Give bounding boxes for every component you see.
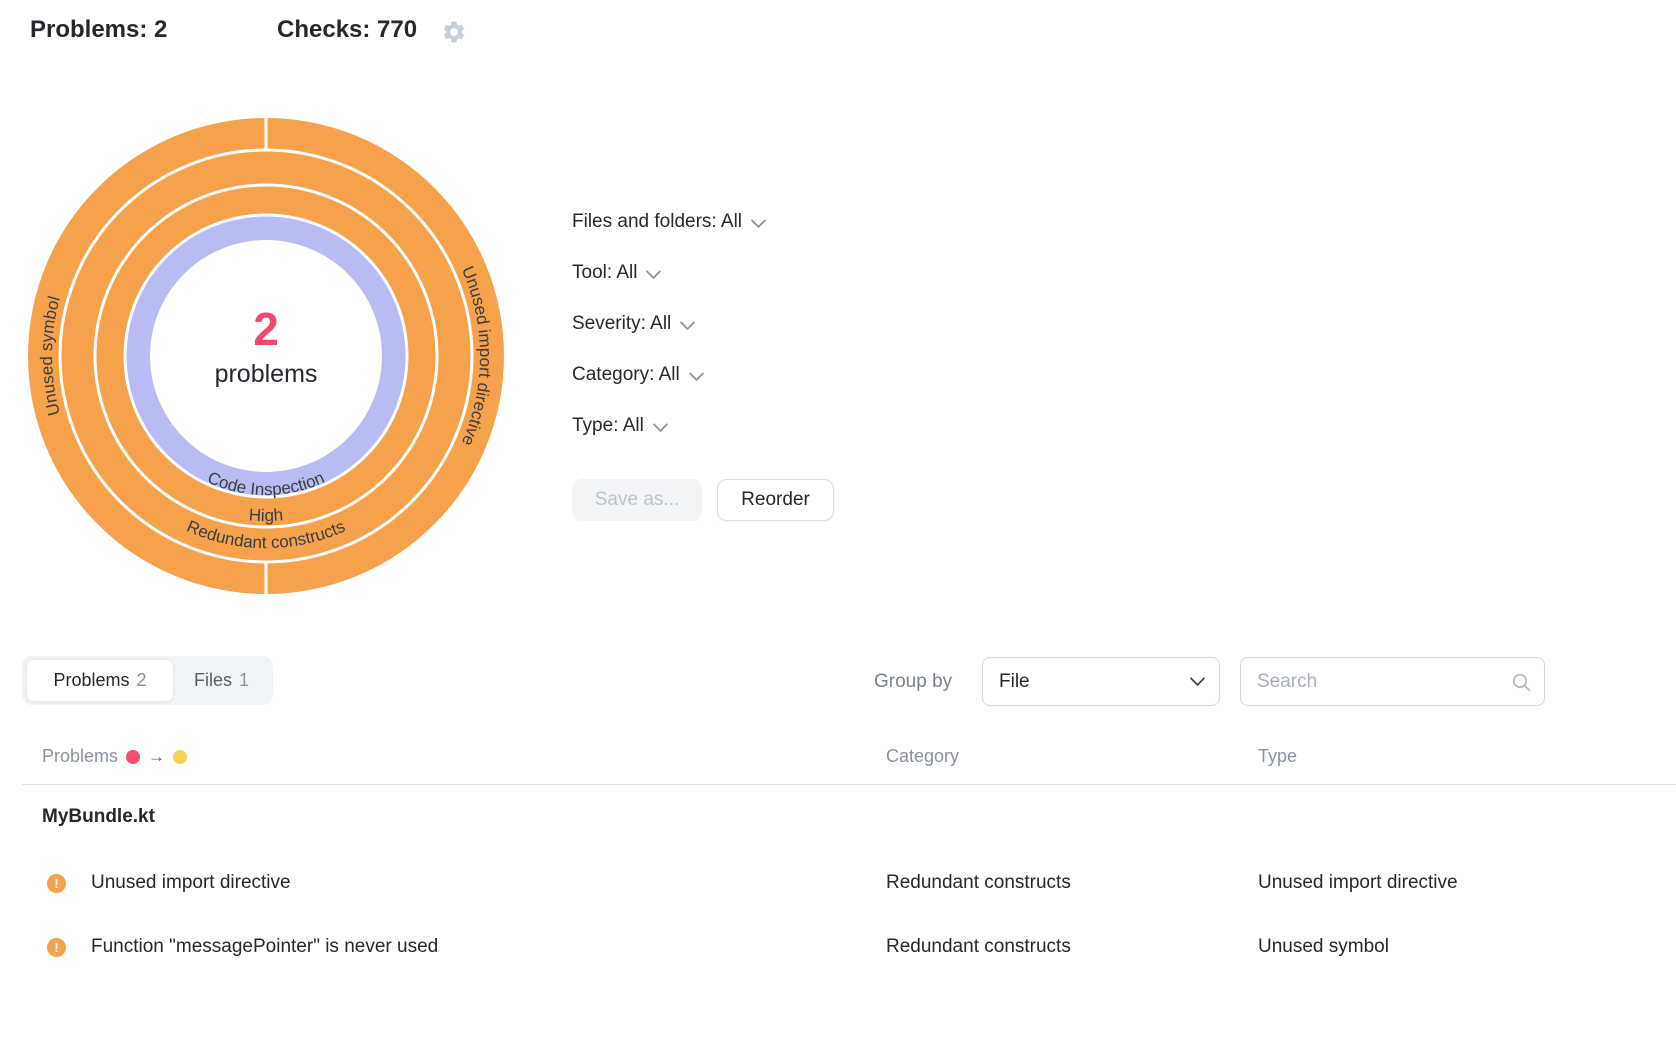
sunburst-tool-ring[interactable] <box>125 215 407 497</box>
tab-files[interactable]: Files 1 <box>193 670 250 690</box>
sunburst-center <box>150 240 382 472</box>
filter-tool[interactable]: Tool: All <box>572 262 662 284</box>
problem-category: Redundant constructs <box>886 936 1071 957</box>
filter-type[interactable]: Type: All <box>572 415 669 437</box>
chevron-down-icon <box>646 263 662 279</box>
warning-exclamation-icon: ! <box>47 938 66 957</box>
save-as-button[interactable]: Save as... <box>572 479 702 521</box>
tab-files-count: 1 <box>239 670 250 690</box>
column-header-category: Category <box>886 746 960 766</box>
problems-summary: Problems: 2 <box>30 16 168 43</box>
column-header-problems: Problems → <box>42 746 188 767</box>
search-input[interactable] <box>1241 658 1544 705</box>
filter-category[interactable]: Category: All <box>572 364 705 386</box>
group-by-label: Group by <box>874 671 953 692</box>
filter-files-and-folders[interactable]: Files and folders: All <box>572 211 767 233</box>
header-divider <box>22 784 1676 785</box>
search-box <box>1240 657 1545 706</box>
problem-category: Redundant constructs <box>886 872 1071 893</box>
ring-separator <box>93 183 439 529</box>
results-tabbar: Problems 2 Files 1 <box>22 656 273 705</box>
chevron-down-icon <box>652 416 669 432</box>
ring-separator <box>123 213 409 499</box>
chevron-down-icon <box>688 365 705 381</box>
checks-summary: Checks: 770 <box>277 16 418 43</box>
tab-problems-count: 2 <box>136 670 147 690</box>
tab-problems[interactable]: Problems 2 <box>26 659 174 702</box>
severity-high-dot-icon <box>126 749 141 764</box>
arrow-right-icon: → <box>148 746 166 766</box>
problem-row[interactable]: ! Unused import directive Redundant cons… <box>0 864 1676 902</box>
chevron-down-icon <box>750 212 767 228</box>
problem-type: Unused symbol <box>1258 936 1389 957</box>
chevron-down-icon <box>679 314 696 330</box>
problem-count-value: 2 <box>253 303 279 355</box>
problem-count-label: problems <box>215 360 318 388</box>
reorder-button[interactable]: Reorder <box>717 479 834 521</box>
problem-row[interactable]: ! Function "messagePointer" is never use… <box>0 928 1676 966</box>
severity-low-dot-icon <box>173 749 188 764</box>
problem-type: Unused import directive <box>1258 872 1458 893</box>
warning-exclamation-icon: ! <box>47 874 66 893</box>
chevron-down-icon <box>1189 670 1206 687</box>
gear-icon[interactable] <box>441 19 467 45</box>
problem-title: Unused import directive <box>91 872 291 893</box>
problem-title: Function "messagePointer" is never used <box>91 936 439 957</box>
file-group-row[interactable]: MyBundle.kt <box>42 806 155 827</box>
ring-label-severity: High <box>248 505 284 525</box>
column-header-type: Type <box>1258 746 1298 766</box>
filter-severity[interactable]: Severity: All <box>572 313 696 335</box>
sunburst-chart[interactable]: Unused symbol Unused import directive Re… <box>28 118 504 594</box>
search-icon <box>1512 673 1531 692</box>
group-by-select[interactable]: File <box>982 657 1220 706</box>
